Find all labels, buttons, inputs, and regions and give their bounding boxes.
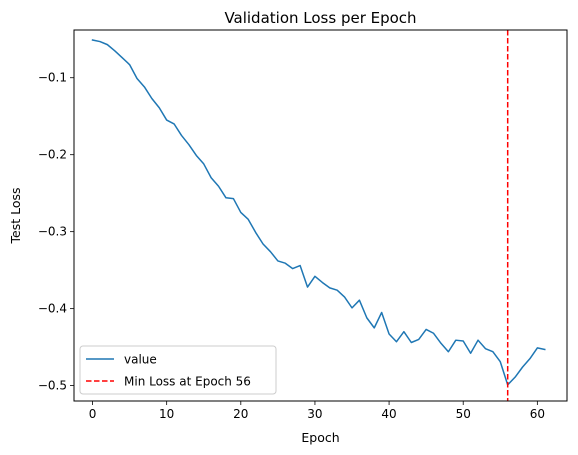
chart-title: Validation Loss per Epoch	[224, 9, 416, 27]
y-axis-ticks: −0.1 −0.2 −0.3 −0.4 −0.5	[38, 71, 74, 393]
legend-label-value: value	[124, 353, 157, 367]
y-axis-label: Test Loss	[8, 187, 23, 244]
plot-area	[73, 29, 568, 402]
y-tick-label: −0.3	[38, 225, 67, 239]
x-axis-ticks: 0 10 20 30 40 50 60	[89, 401, 545, 421]
y-tick-label: −0.4	[38, 302, 67, 316]
x-tick-label: 50	[456, 407, 471, 421]
y-tick-label: −0.5	[38, 379, 67, 393]
plot-frame	[73, 29, 568, 402]
x-tick-label: 60	[530, 407, 545, 421]
x-tick-label: 30	[307, 407, 322, 421]
legend-label-min-loss: Min Loss at Epoch 56	[124, 375, 251, 389]
x-tick-label: 10	[159, 407, 174, 421]
x-tick-label: 0	[89, 407, 97, 421]
x-tick-label: 40	[381, 407, 396, 421]
legend-box	[79, 345, 277, 395]
series-line-value	[91, 39, 546, 386]
x-tick-label: 20	[233, 407, 248, 421]
x-axis-label: Epoch	[301, 430, 339, 445]
y-tick-label: −0.1	[38, 71, 67, 85]
plot-background	[74, 30, 567, 401]
legend: value Min Loss at Epoch 56	[79, 345, 277, 395]
y-tick-label: −0.2	[38, 148, 67, 162]
series-layer	[91, 39, 546, 386]
